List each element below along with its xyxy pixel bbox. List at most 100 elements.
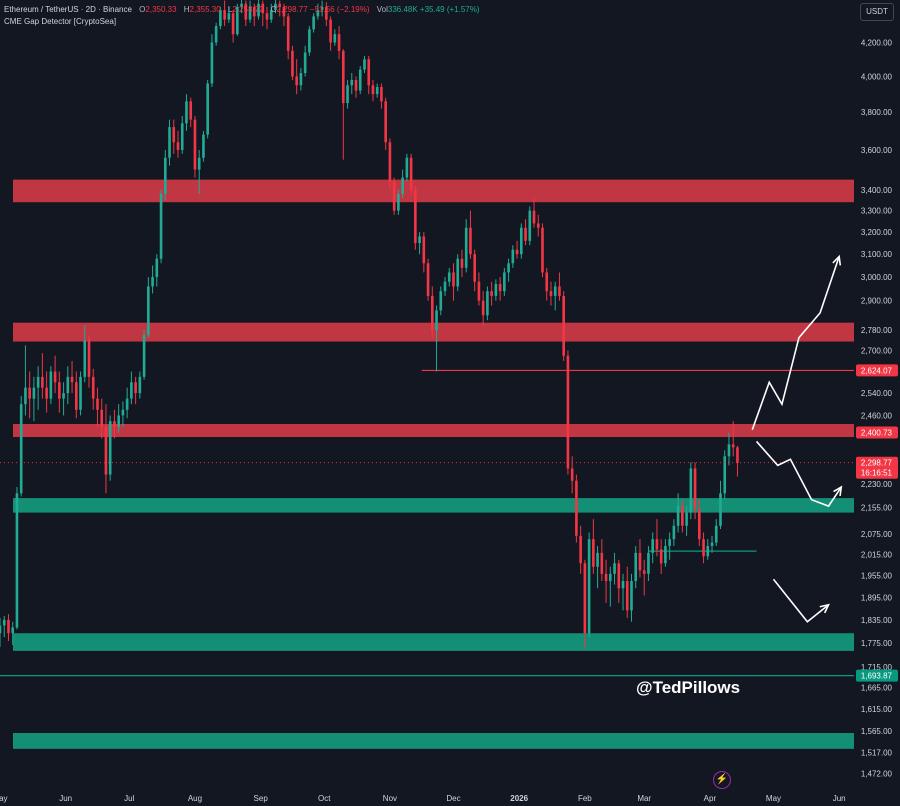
candle (507, 258, 510, 282)
candle (587, 532, 591, 638)
candle-body (528, 210, 532, 241)
candle (464, 219, 468, 273)
candle-body (621, 581, 625, 589)
candle-body (447, 272, 451, 282)
price-tick-label: 1,835.00 (861, 616, 893, 625)
candle-body (24, 387, 27, 405)
price-tick-label: 2,460.00 (861, 411, 893, 420)
candle (490, 281, 493, 306)
candle (180, 115, 184, 154)
candle-body (134, 382, 137, 394)
candle (388, 138, 392, 190)
candle (503, 267, 506, 296)
currency-badge[interactable]: USDT (860, 3, 894, 21)
time-tick-label: Apr (704, 794, 717, 803)
candle (371, 79, 375, 102)
candle (367, 55, 371, 95)
lightning-icon[interactable]: ⚡ (713, 771, 731, 789)
candle (227, 6, 231, 23)
candle-body (638, 552, 642, 571)
price-tick-label: 1,955.00 (861, 572, 893, 581)
candle (19, 395, 23, 497)
candle (511, 245, 515, 268)
candle-body (100, 409, 104, 427)
candle (53, 355, 57, 394)
candle (693, 462, 697, 520)
candle-body (515, 249, 519, 255)
candle (151, 265, 154, 294)
candle (439, 286, 443, 316)
candle (668, 532, 671, 560)
candle (689, 462, 693, 520)
candle (447, 267, 451, 287)
candle-body (375, 87, 379, 95)
candle-body (575, 480, 578, 536)
time-tick-label: Dec (446, 794, 460, 803)
candle (312, 13, 315, 33)
price-badge (856, 426, 898, 439)
candle-body (113, 421, 116, 427)
candle-body (163, 157, 167, 194)
candle-body (409, 157, 413, 190)
indicator-title[interactable]: CME Gap Detector [CryptoSea] (4, 17, 117, 26)
candle-body (596, 552, 599, 567)
candle-body (481, 300, 485, 316)
projection-arrowhead-1 (833, 485, 843, 497)
candle-body (723, 456, 727, 494)
candle-body (0, 625, 2, 634)
candle (604, 559, 608, 603)
candle (634, 545, 638, 589)
candle (528, 206, 532, 246)
candle-body (240, 3, 243, 7)
candle (719, 480, 722, 530)
candle-body (172, 127, 176, 143)
candle (265, 6, 269, 30)
candle (498, 277, 502, 301)
candle-body (541, 227, 544, 273)
chart-legend: Ethereum / TetherUS · 2D · Binance O2,35… (4, 4, 480, 28)
candle (219, 6, 222, 30)
candle-body (244, 3, 248, 20)
candle (91, 368, 95, 410)
open-value: 2,350.33 (145, 5, 177, 14)
candle (600, 539, 604, 582)
candle (676, 493, 680, 533)
price-tick-label: 2,900.00 (861, 297, 893, 306)
candle-body (371, 85, 375, 95)
candle (545, 267, 549, 301)
candle (189, 97, 193, 128)
candle-body (2, 619, 6, 626)
candle-body (193, 119, 197, 170)
candle-body (655, 539, 659, 550)
symbol-title[interactable]: Ethereum / TetherUS · 2D · Binance (4, 5, 132, 14)
candle (202, 130, 205, 162)
candle (392, 177, 396, 215)
candle-body (312, 16, 315, 30)
candle (397, 189, 400, 215)
candle (117, 404, 120, 433)
candle-body (553, 286, 557, 296)
candle (409, 153, 413, 194)
candle-body (320, 6, 324, 11)
candle (727, 432, 731, 466)
candle-body (257, 3, 260, 17)
candle (193, 115, 197, 178)
candle-body (11, 627, 15, 634)
candle-body (70, 376, 74, 383)
candle-body (189, 101, 193, 120)
candle-body (464, 227, 468, 268)
candle (197, 149, 201, 194)
candle (515, 240, 519, 259)
candle (519, 223, 523, 259)
candle (70, 360, 74, 394)
candle-body (452, 272, 455, 287)
candle-body (524, 227, 527, 241)
candle (426, 258, 430, 301)
candle (613, 552, 616, 585)
high-value: 2,355.30 (189, 5, 221, 14)
candle (62, 382, 65, 416)
support-zone-3 (13, 498, 854, 513)
candle (418, 232, 421, 255)
candle-body (155, 258, 159, 278)
